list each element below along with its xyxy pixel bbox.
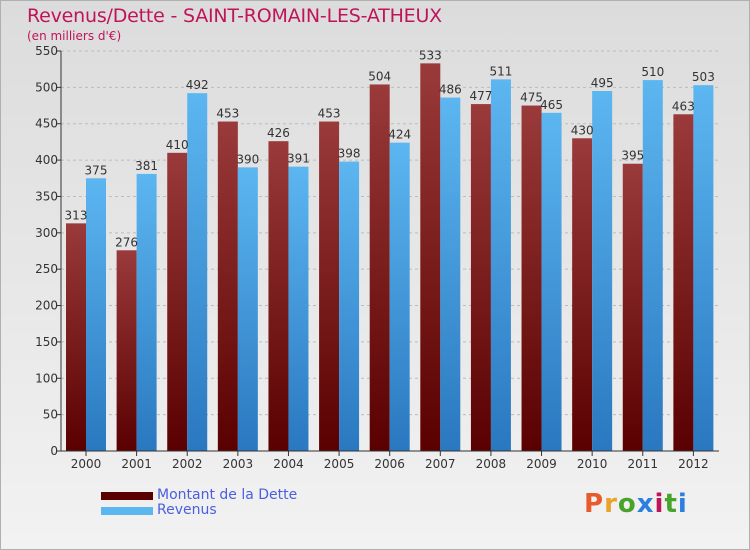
bar-revenus-2001 xyxy=(136,173,157,451)
bar-revenus-2012 xyxy=(693,85,714,451)
value-label-revenus-2001: 381 xyxy=(135,159,158,173)
value-label-revenus-2011: 510 xyxy=(641,65,664,79)
bar-revenus-2002 xyxy=(187,93,208,451)
legend-item-revenus: Revenus xyxy=(101,503,297,518)
y-tick-label: 150 xyxy=(35,335,58,349)
y-tick-label: 550 xyxy=(35,44,58,58)
value-label-revenus-2000: 375 xyxy=(85,163,108,177)
legend-swatch-revenus xyxy=(101,506,153,515)
value-labels: 313 375 276 381 410 492 453 390 426 391 453 398 504 4… xyxy=(65,48,715,249)
value-label-dette-2004: 426 xyxy=(267,126,290,140)
axes: 0 50 100 150 200 250 300 350 400 450 500 550 2000 200… xyxy=(35,44,719,471)
legend-label-revenus: Revenus xyxy=(157,502,217,518)
x-tick-label: 2009 xyxy=(526,457,557,471)
legend-label-dette: Montant de la Dette xyxy=(157,487,298,503)
x-tick-label: 2010 xyxy=(577,457,608,471)
value-label-revenus-2010: 495 xyxy=(591,76,614,90)
bar-dette-2011 xyxy=(622,163,643,451)
legend-item-dette: Montant de la Dette xyxy=(101,488,297,503)
bar-revenus-2008 xyxy=(490,79,511,451)
value-label-dette-2003: 453 xyxy=(216,107,239,121)
x-tick-label: 2001 xyxy=(121,457,152,471)
x-tick-label: 2007 xyxy=(425,457,456,471)
bar-dette-2002 xyxy=(167,152,188,451)
value-label-revenus-2003: 390 xyxy=(236,152,259,166)
bar-dette-2007 xyxy=(420,63,441,451)
x-tick-label: 2011 xyxy=(627,457,658,471)
bar-revenus-2004 xyxy=(288,166,309,452)
value-label-revenus-2006: 424 xyxy=(388,128,411,142)
bar-dette-2001 xyxy=(116,250,137,451)
bar-dette-2003 xyxy=(217,121,238,451)
x-tick-label: 2005 xyxy=(324,457,355,471)
bar-revenus-2000 xyxy=(86,178,106,452)
value-label-dette-2009: 475 xyxy=(520,91,543,105)
y-tick-label: 0 xyxy=(50,444,58,458)
legend-swatch-dette xyxy=(101,491,153,500)
value-label-revenus-2008: 511 xyxy=(489,64,512,78)
value-label-dette-2002: 410 xyxy=(166,138,189,152)
value-label-revenus-2004: 391 xyxy=(287,152,310,166)
chart-title: Revenus/Dette - SAINT-ROMAIN-LES-ATHEUX xyxy=(27,5,442,27)
y-tick-label: 350 xyxy=(35,189,58,203)
bars xyxy=(66,63,714,452)
y-tick-label: 250 xyxy=(35,262,58,276)
y-tick-label: 450 xyxy=(35,117,58,131)
x-tick-label: 2000 xyxy=(71,457,102,471)
value-label-dette-2011: 395 xyxy=(621,149,644,163)
x-tick-label: 2002 xyxy=(172,457,203,471)
bar-dette-2000 xyxy=(66,223,86,451)
bar-dette-2004 xyxy=(268,141,289,451)
y-tick-label: 100 xyxy=(35,371,58,385)
y-tick-label: 400 xyxy=(35,153,58,167)
x-tick-label: 2008 xyxy=(476,457,507,471)
bar-revenus-2011 xyxy=(642,80,663,451)
bar-dette-2006 xyxy=(369,84,390,452)
y-tick-label: 50 xyxy=(43,408,58,422)
bar-revenus-2010 xyxy=(592,91,613,451)
x-tick-label: 2004 xyxy=(273,457,304,471)
proxiti-logo: Proxiti xyxy=(584,489,688,519)
value-label-dette-2001: 276 xyxy=(115,235,138,249)
value-label-revenus-2009: 465 xyxy=(540,98,563,112)
bar-revenus-2009 xyxy=(541,112,562,452)
y-tick-label: 300 xyxy=(35,226,58,240)
legend: Montant de la Dette Revenus xyxy=(101,488,297,518)
value-label-revenus-2012: 503 xyxy=(692,70,715,84)
value-label-dette-2010: 430 xyxy=(571,123,594,137)
bar-revenus-2007 xyxy=(440,97,461,451)
value-label-dette-2007: 533 xyxy=(419,48,442,62)
bar-revenus-2003 xyxy=(237,167,258,451)
y-tick-label: 500 xyxy=(35,80,58,94)
x-tick-label: 2003 xyxy=(223,457,254,471)
bar-dette-2005 xyxy=(319,121,340,451)
value-label-revenus-2002: 492 xyxy=(186,78,209,92)
bar-dette-2010 xyxy=(572,138,593,452)
value-label-dette-2008: 477 xyxy=(469,89,492,103)
value-label-revenus-2007: 486 xyxy=(439,83,462,97)
x-tick-label: 2006 xyxy=(374,457,405,471)
value-label-revenus-2005: 398 xyxy=(338,147,361,161)
chart-subtitle: (en milliers d'€) xyxy=(27,29,122,43)
value-label-dette-2006: 504 xyxy=(368,69,391,83)
value-label-dette-2000: 313 xyxy=(65,208,88,222)
value-label-dette-2012: 463 xyxy=(672,99,695,113)
value-label-dette-2005: 453 xyxy=(318,107,341,121)
x-tick-label: 2012 xyxy=(678,457,709,471)
bar-revenus-2006 xyxy=(389,142,410,452)
bar-dette-2008 xyxy=(470,104,491,451)
y-tick-label: 200 xyxy=(35,299,58,313)
bar-dette-2009 xyxy=(521,105,542,451)
bar-dette-2012 xyxy=(673,114,694,451)
bar-revenus-2005 xyxy=(339,161,360,451)
